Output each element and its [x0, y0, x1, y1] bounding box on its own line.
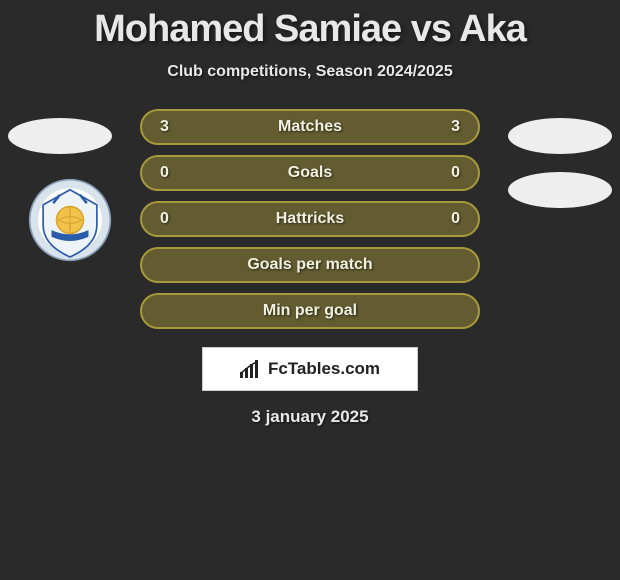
stat-label: Goals per match	[142, 256, 478, 274]
stat-label: Matches	[142, 118, 478, 136]
player-left-avatar	[8, 118, 112, 154]
player-right-avatar	[508, 118, 612, 154]
date-label: 3 january 2025	[0, 407, 620, 427]
brand-link[interactable]: FcTables.com	[202, 347, 418, 391]
stat-label: Hattricks	[142, 210, 478, 228]
stat-left-value: 3	[160, 118, 169, 136]
stat-row-min-per-goal: Min per goal	[140, 293, 480, 329]
club-right-badge	[508, 172, 612, 208]
stat-left-value: 0	[160, 164, 169, 182]
shield-badge-icon	[28, 178, 112, 262]
stat-label: Goals	[142, 164, 478, 182]
brand-label: FcTables.com	[268, 359, 380, 379]
stat-row-goals-per-match: Goals per match	[140, 247, 480, 283]
stat-left-value: 0	[160, 210, 169, 228]
subtitle: Club competitions, Season 2024/2025	[0, 63, 620, 81]
stat-row-goals: 0 Goals 0	[140, 155, 480, 191]
page-title: Mohamed Samiae vs Aka	[0, 0, 620, 51]
bar-chart-icon	[240, 360, 262, 378]
club-left-badge	[28, 178, 112, 262]
stat-right-value: 3	[451, 118, 460, 136]
stat-row-hattricks: 0 Hattricks 0	[140, 201, 480, 237]
stat-label: Min per goal	[142, 302, 478, 320]
stat-right-value: 0	[451, 210, 460, 228]
stat-right-value: 0	[451, 164, 460, 182]
stat-row-matches: 3 Matches 3	[140, 109, 480, 145]
